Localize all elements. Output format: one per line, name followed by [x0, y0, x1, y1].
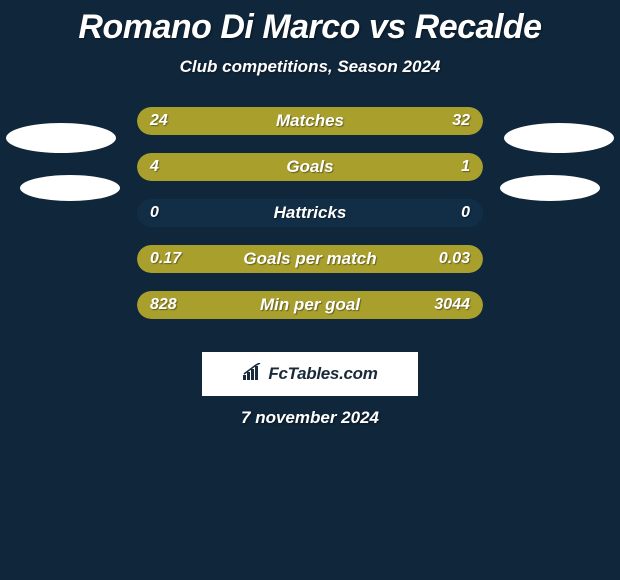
- credit-box[interactable]: FcTables.com: [202, 352, 418, 396]
- stat-value-right: 0: [461, 204, 470, 222]
- stat-label: Matches: [276, 111, 344, 131]
- credit-label: FcTables.com: [268, 364, 377, 384]
- stat-value-right: 1: [461, 158, 470, 176]
- stat-label: Hattricks: [274, 203, 347, 223]
- stat-value-left: 0.17: [150, 250, 181, 268]
- stat-value-left: 0: [150, 204, 159, 222]
- bar-chart-icon: [242, 363, 264, 386]
- stat-row: 24 32 Matches: [0, 107, 620, 135]
- stat-label: Goals: [286, 157, 333, 177]
- bar-left: [137, 153, 414, 181]
- stat-value-left: 828: [150, 296, 177, 314]
- stat-row: 0.17 0.03 Goals per match: [0, 245, 620, 273]
- stat-value-right: 3044: [434, 296, 470, 314]
- stat-value-right: 32: [452, 112, 470, 130]
- stat-value-left: 4: [150, 158, 159, 176]
- bar-right: [414, 153, 483, 181]
- page-title: Romano Di Marco vs Recalde: [0, 0, 620, 47]
- stats-area: 24 32 Matches 4 1 Goals 0 0 Hattricks 0.17 0.03 Goa…: [0, 107, 620, 319]
- stat-value-right: 0.03: [439, 250, 470, 268]
- stat-row: 4 1 Goals: [0, 153, 620, 181]
- stat-row: 828 3044 Min per goal: [0, 291, 620, 319]
- stat-row: 0 0 Hattricks: [0, 199, 620, 227]
- date-label: 7 november 2024: [241, 408, 379, 428]
- comparison-card: Romano Di Marco vs Recalde Club competit…: [0, 0, 620, 580]
- stat-label: Goals per match: [243, 249, 376, 269]
- stat-label: Min per goal: [260, 295, 360, 315]
- stat-value-left: 24: [150, 112, 168, 130]
- page-subtitle: Club competitions, Season 2024: [0, 57, 620, 77]
